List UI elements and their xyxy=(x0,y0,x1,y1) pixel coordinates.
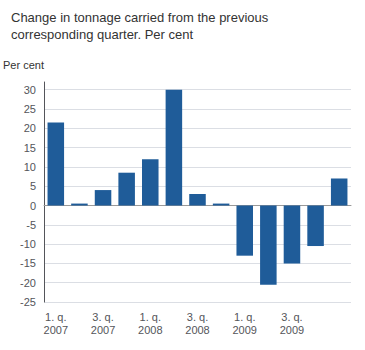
svg-text:15: 15 xyxy=(24,142,36,154)
svg-text:-10: -10 xyxy=(20,238,36,250)
svg-text:2009: 2009 xyxy=(232,324,256,336)
svg-text:1. q.: 1. q. xyxy=(140,311,161,323)
svg-text:3. q.: 3. q. xyxy=(187,311,208,323)
svg-text:2009: 2009 xyxy=(280,324,304,336)
svg-text:-15: -15 xyxy=(20,257,36,269)
svg-text:1. q.: 1. q. xyxy=(45,311,66,323)
svg-text:30: 30 xyxy=(24,84,36,96)
svg-text:-5: -5 xyxy=(26,219,36,231)
svg-text:1. q.: 1. q. xyxy=(234,311,255,323)
svg-text:Change in tonnage carried from: Change in tonnage carried from the previ… xyxy=(11,10,269,25)
svg-text:3. q.: 3. q. xyxy=(281,311,302,323)
svg-text:-25: -25 xyxy=(20,296,36,308)
svg-text:2008: 2008 xyxy=(138,324,162,336)
svg-text:5: 5 xyxy=(30,180,36,192)
svg-text:Per cent: Per cent xyxy=(3,59,44,71)
svg-text:20: 20 xyxy=(24,122,36,134)
svg-text:0: 0 xyxy=(30,200,36,212)
svg-text:2007: 2007 xyxy=(44,324,68,336)
svg-text:corresponding quarter. Per cen: corresponding quarter. Per cent xyxy=(11,27,193,42)
svg-text:2007: 2007 xyxy=(91,324,115,336)
svg-text:25: 25 xyxy=(24,103,36,115)
svg-text:2008: 2008 xyxy=(185,324,209,336)
svg-text:3. q.: 3. q. xyxy=(92,311,113,323)
svg-text:-20: -20 xyxy=(20,277,36,289)
svg-text:10: 10 xyxy=(24,161,36,173)
